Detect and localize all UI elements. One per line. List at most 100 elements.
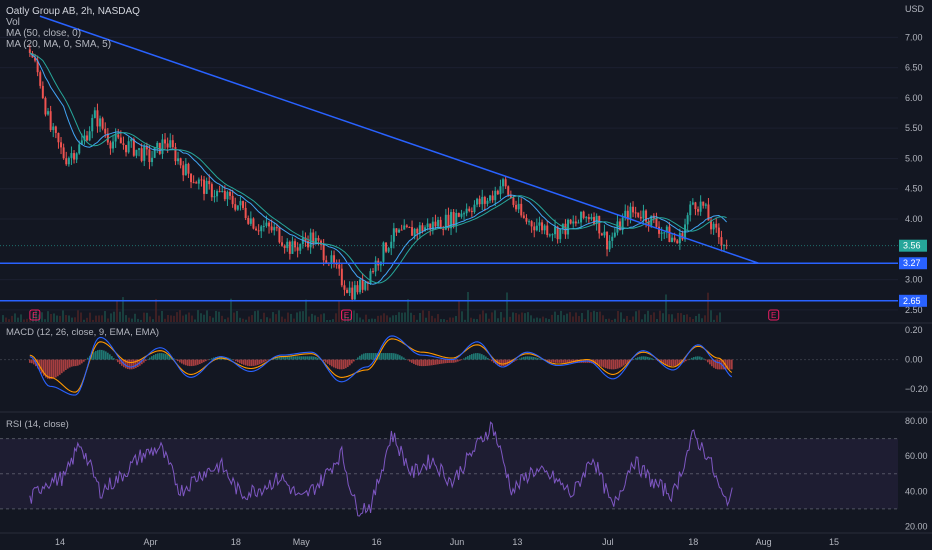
macd-histogram-bar — [51, 359, 53, 379]
macd-histogram-bar — [571, 359, 573, 363]
rsi-panel[interactable] — [0, 421, 898, 517]
volume-bar — [5, 317, 7, 322]
candle-body — [275, 227, 278, 229]
macd-histogram-bar — [517, 359, 519, 360]
time-axis[interactable]: 14 Apr 18 May 16 Jun 13 Jul 18 Aug 15 — [55, 537, 839, 547]
earnings-marker-box — [340, 309, 352, 321]
candle-body — [439, 219, 442, 230]
price-tick-label: 5.50 — [905, 123, 923, 133]
macd-histogram-bar — [295, 356, 297, 360]
candle-body — [668, 226, 671, 242]
macd-histogram-bar — [161, 353, 163, 360]
macd-histogram-bar — [283, 356, 285, 360]
macd-histogram-bar — [285, 356, 287, 360]
volume-bar — [533, 318, 535, 322]
macd-histogram-bar — [475, 353, 477, 360]
volume-bar — [137, 318, 139, 322]
macd-histogram-bar — [147, 359, 149, 360]
volume-bar — [458, 300, 460, 322]
macd-histogram-bar — [261, 359, 263, 364]
candle-body — [106, 133, 109, 143]
macd-histogram-bar — [299, 356, 301, 360]
volume-bar — [113, 311, 115, 322]
volume-bar — [311, 313, 313, 322]
chart-title[interactable]: Oatly Group AB, 2h, NASDAQ — [6, 6, 140, 17]
candle-body — [112, 141, 115, 149]
macd-histogram-bar — [447, 359, 449, 364]
legend-ma50[interactable]: MA (50, close, 0) — [6, 28, 82, 39]
macd-histogram-bar — [643, 356, 645, 360]
price-axis[interactable]: 7.00 6.50 6.00 5.50 5.00 4.50 4.00 3.00 2.50 USD 0… — [905, 4, 928, 531]
candle-body — [62, 147, 65, 159]
candle-body — [231, 195, 234, 205]
macd-histogram-bar — [365, 353, 367, 360]
candle-body — [418, 225, 421, 234]
volume-bar — [353, 310, 355, 322]
macd-histogram-bar — [313, 356, 315, 360]
macd-histogram-bar — [87, 357, 89, 360]
legend-vol[interactable]: Vol — [6, 17, 20, 28]
volume-bar — [521, 312, 523, 322]
candle-body — [520, 203, 523, 216]
macd-histogram-bar — [649, 357, 651, 360]
macd-histogram-bar — [109, 354, 111, 360]
candle-body — [270, 226, 273, 231]
macd-histogram-bar — [281, 356, 283, 360]
macd-histogram-bar — [243, 359, 245, 365]
volume-bar — [35, 310, 37, 322]
candlesticks[interactable] — [28, 44, 728, 302]
macd-histogram-bar — [293, 356, 295, 360]
macd-histogram-bar — [117, 359, 119, 363]
macd-histogram-bar — [247, 359, 249, 366]
candle-body — [99, 118, 102, 127]
candle-body — [226, 191, 229, 200]
macd-histogram-bar — [411, 359, 413, 363]
candle-body — [463, 213, 466, 215]
macd-histogram-bar — [331, 359, 333, 367]
candle-body — [156, 142, 159, 148]
macd-histogram-bar — [471, 354, 473, 360]
macd-label[interactable]: MACD (12, 26, close, 9, EMA, EMA) — [6, 327, 160, 338]
macd-histogram-bar — [567, 359, 569, 363]
candle-body — [626, 210, 629, 220]
candle-body — [80, 140, 83, 145]
macd-histogram-bar — [673, 359, 675, 367]
macd-histogram-bar — [307, 356, 309, 360]
volume-bar — [341, 310, 343, 322]
macd-histogram-bar — [357, 357, 359, 360]
price-tick-label: 4.00 — [905, 214, 923, 224]
macd-histogram-bar — [367, 353, 369, 360]
candle-body — [359, 279, 362, 293]
candle-body — [372, 271, 375, 273]
volume-bar — [242, 318, 244, 322]
volume-bar — [422, 310, 424, 322]
volume-bar — [122, 297, 124, 322]
macd-panel[interactable] — [0, 335, 898, 396]
volume-bar — [605, 319, 607, 322]
volume-bar — [653, 312, 655, 322]
candle-body — [489, 195, 492, 201]
legend-ma20[interactable]: MA (20, MA, 0, SMA, 5) — [6, 39, 112, 50]
rsi-label[interactable]: RSI (14, close) — [6, 419, 69, 430]
macd-histogram-bar — [431, 359, 433, 366]
candle-body — [104, 128, 107, 134]
volume-bar — [647, 310, 649, 322]
price-tick-label: 4.50 — [905, 184, 923, 194]
volume-bar — [107, 318, 109, 322]
candle-body — [556, 226, 559, 240]
macd-histogram-bar — [451, 359, 453, 363]
volume-bar — [719, 312, 721, 322]
volume-bar — [545, 318, 547, 322]
volume-bar — [110, 313, 112, 322]
volume-bar — [233, 312, 235, 322]
macd-histogram-bar — [141, 359, 143, 365]
macd-histogram-bar — [159, 353, 161, 360]
macd-histogram-bar — [389, 353, 391, 360]
candle-body — [554, 226, 557, 235]
volume-bar — [140, 319, 142, 322]
support-lower-badge: 2.65 — [903, 296, 921, 306]
macd-histogram-bar — [343, 359, 345, 370]
macd-histogram-bar — [697, 356, 699, 360]
